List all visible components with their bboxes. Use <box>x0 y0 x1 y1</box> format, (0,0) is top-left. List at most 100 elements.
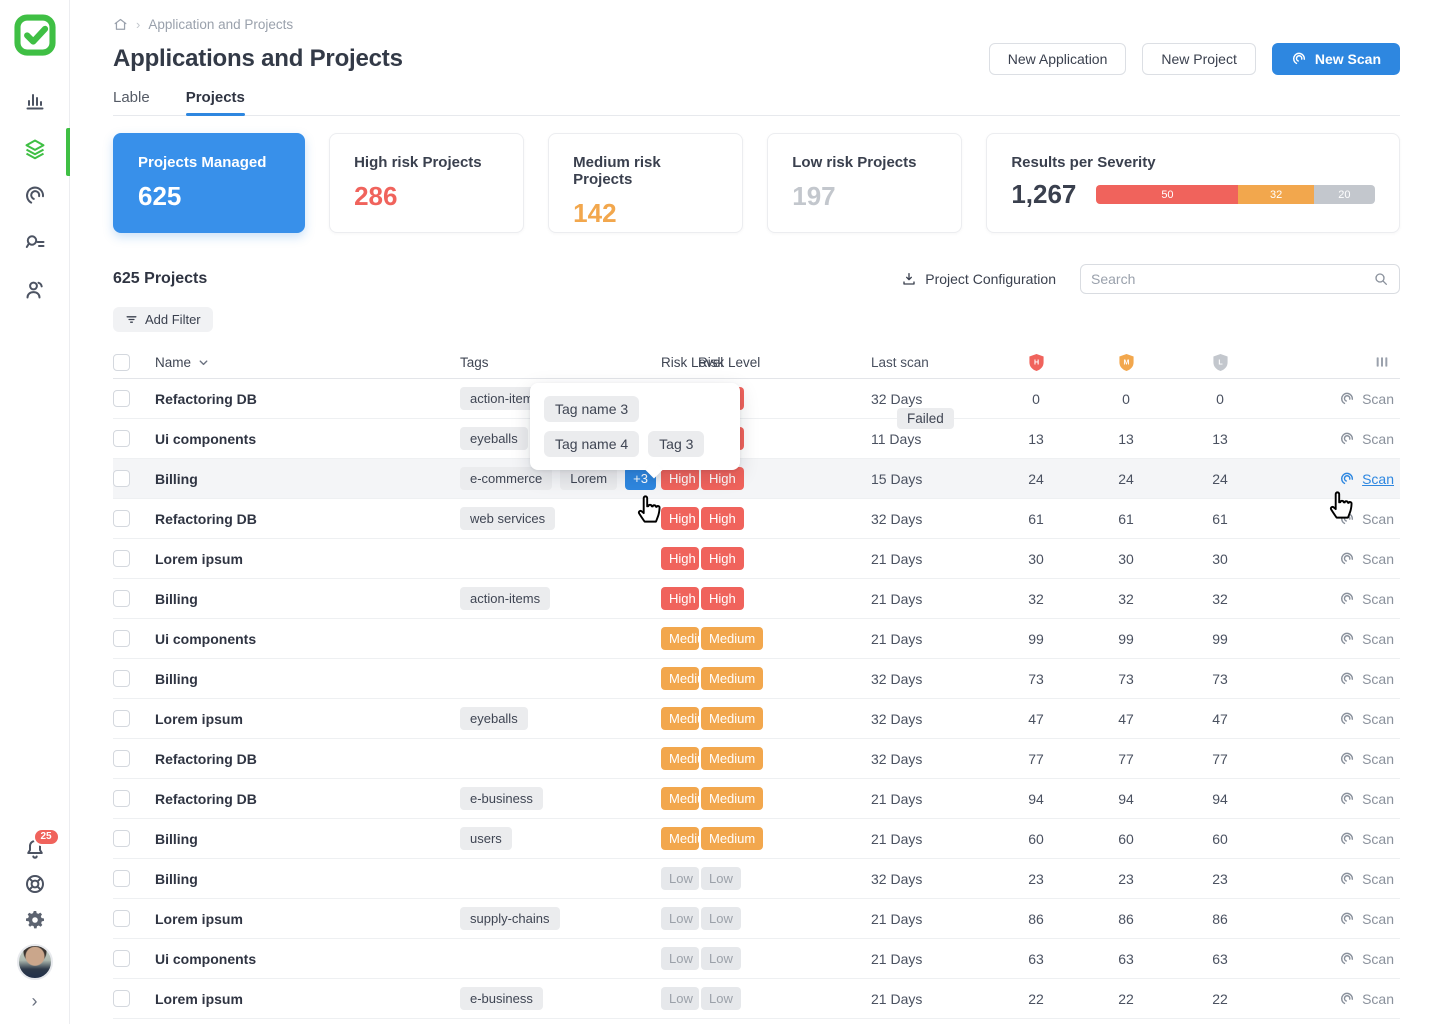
tags-cell: action-items <box>460 587 661 610</box>
project-configuration-link[interactable]: Project Configuration <box>901 271 1056 287</box>
scan-link[interactable]: Scan <box>1269 631 1400 647</box>
table-row[interactable]: Refactoring DB web services High High 32 … <box>113 499 1400 539</box>
card-low-risk[interactable]: Low risk Projects 197 <box>767 133 963 233</box>
card-high-risk[interactable]: High risk Projects 286 <box>329 133 525 233</box>
table-row[interactable]: Refactoring DB e-business MediumMedium 2… <box>113 779 1400 819</box>
high-severity-count: 32 <box>1028 590 1044 607</box>
table-row[interactable]: Ui components MediumMedium 21 Days 99 99… <box>113 619 1400 659</box>
users-icon[interactable] <box>23 278 47 302</box>
table-row[interactable]: Ui components Low Low 21 Days 63 63 63 Sc… <box>113 939 1400 979</box>
new-application-button[interactable]: New Application <box>988 43 1127 75</box>
scan-link[interactable]: Scan <box>1269 511 1400 527</box>
row-checkbox[interactable] <box>113 390 130 407</box>
table-row[interactable]: Billing MediumMedium 32 Days 73 73 73 Sc… <box>113 659 1400 699</box>
scan-link[interactable]: Scan <box>1269 471 1400 487</box>
scan-icon <box>1341 632 1354 644</box>
medium-severity-count: 99 <box>1118 630 1134 647</box>
high-severity-count: 22 <box>1028 990 1044 1007</box>
last-scan-cell: 32 Days <box>871 710 923 727</box>
row-checkbox[interactable] <box>113 510 130 527</box>
row-checkbox[interactable] <box>113 870 130 887</box>
row-checkbox[interactable] <box>113 750 130 767</box>
column-settings-icon[interactable] <box>1269 354 1400 370</box>
scan-link[interactable]: Scan <box>1269 911 1400 927</box>
card-medium-risk[interactable]: Medium risk Projects 142 <box>548 133 744 233</box>
app-logo[interactable] <box>13 14 56 56</box>
new-project-button[interactable]: New Project <box>1142 43 1256 75</box>
search-list-icon[interactable] <box>23 231 47 255</box>
scan-link[interactable]: Scan <box>1269 751 1400 767</box>
scan-link[interactable]: Scan <box>1269 431 1400 447</box>
row-checkbox[interactable] <box>113 710 130 727</box>
table-row[interactable]: Lorem ipsum e-business Low Low 21 Days 22… <box>113 979 1400 1019</box>
row-checkbox[interactable] <box>113 830 130 847</box>
row-checkbox[interactable] <box>113 590 130 607</box>
scan-link[interactable]: Scan <box>1269 711 1400 727</box>
row-checkbox[interactable] <box>113 430 130 447</box>
row-checkbox[interactable] <box>113 630 130 647</box>
risk-badge: Medium <box>701 706 764 731</box>
scan-link[interactable]: Scan <box>1269 791 1400 807</box>
scan-label: Scan <box>1362 790 1394 807</box>
risk-badge: Medium <box>661 666 699 691</box>
add-filter-button[interactable]: Add Filter <box>113 307 213 332</box>
projects-layers-icon[interactable] <box>23 137 47 161</box>
high-severity-count: 63 <box>1028 950 1044 967</box>
scan-link[interactable]: Scan <box>1269 951 1400 967</box>
select-all-checkbox[interactable] <box>113 353 130 371</box>
table-row[interactable]: Lorem ipsum supply-chains Low Low 21 Days… <box>113 899 1400 939</box>
column-severity-high-shield-icon: H <box>991 353 1081 372</box>
sidebar-expand-chevron-icon[interactable]: › <box>31 991 38 1011</box>
dashboard-icon[interactable] <box>23 90 47 114</box>
search-input[interactable] <box>1091 271 1373 287</box>
row-checkbox[interactable] <box>113 550 130 567</box>
row-checkbox[interactable] <box>113 990 130 1007</box>
row-checkbox[interactable] <box>113 470 130 487</box>
scan-link[interactable]: Scan <box>1269 551 1400 567</box>
table-row[interactable]: Lorem ipsum eyeballs MediumMedium 32 Day… <box>113 699 1400 739</box>
card-value: 286 <box>354 181 398 211</box>
sidebar-bottom: 25 › <box>16 828 60 1011</box>
risk-badge: High <box>701 506 744 531</box>
scan-link[interactable]: Scan <box>1269 591 1400 607</box>
scan-nav-icon[interactable] <box>23 184 47 208</box>
settings-gear-icon[interactable] <box>23 908 47 932</box>
row-checkbox[interactable] <box>113 790 130 807</box>
tab-projects[interactable]: Projects <box>185 89 246 116</box>
risk-badge: Low <box>661 946 699 971</box>
table-row[interactable]: Billing e-commerce Lorem +3 High High 15 Da… <box>113 459 1400 499</box>
notifications-bell-icon[interactable]: 25 <box>23 828 60 860</box>
new-scan-button[interactable]: New Scan <box>1271 43 1400 75</box>
scan-label: Scan <box>1362 950 1394 967</box>
table-row[interactable]: Lorem ipsum High High 21 Days 30 30 30 Sc… <box>113 539 1400 579</box>
scan-link[interactable]: Scan <box>1269 991 1400 1007</box>
card-results-per-severity: Results per Severity 1,267 50 32 20 <box>986 133 1401 233</box>
table-row[interactable]: Refactoring DB MediumMedium 32 Days 77 7… <box>113 739 1400 779</box>
scan-link[interactable]: Scan <box>1269 391 1400 407</box>
page-header: Applications and Projects New Applicatio… <box>113 43 1400 75</box>
user-avatar[interactable] <box>16 944 53 980</box>
search-icon[interactable] <box>1373 271 1389 287</box>
risk-badge: Low <box>701 986 741 1011</box>
tag-pill: supply-chains <box>460 907 560 930</box>
scan-link[interactable]: Scan <box>1269 871 1400 887</box>
high-severity-count: 73 <box>1028 670 1044 687</box>
table-row[interactable]: Billing Low Low 32 Days 23 23 23 Scan <box>113 859 1400 899</box>
tab-lable[interactable]: Lable <box>113 89 150 106</box>
column-name[interactable]: Name <box>155 355 460 370</box>
home-icon[interactable] <box>113 17 128 32</box>
row-checkbox[interactable] <box>113 670 130 687</box>
low-severity-count: 30 <box>1212 550 1228 567</box>
scan-link[interactable]: Scan <box>1269 831 1400 847</box>
scan-link[interactable]: Scan <box>1269 671 1400 687</box>
low-severity-count: 63 <box>1212 950 1228 967</box>
card-projects-managed[interactable]: Projects Managed 625 <box>113 133 306 233</box>
row-checkbox[interactable] <box>113 950 130 967</box>
table-row[interactable]: Billing users MediumMedium 21 Days 60 60… <box>113 819 1400 859</box>
row-checkbox[interactable] <box>113 910 130 927</box>
risk-badge: High <box>661 546 699 571</box>
table-row[interactable]: Billing action-items High High 21 Days 32… <box>113 579 1400 619</box>
help-lifebuoy-icon[interactable] <box>23 872 47 896</box>
